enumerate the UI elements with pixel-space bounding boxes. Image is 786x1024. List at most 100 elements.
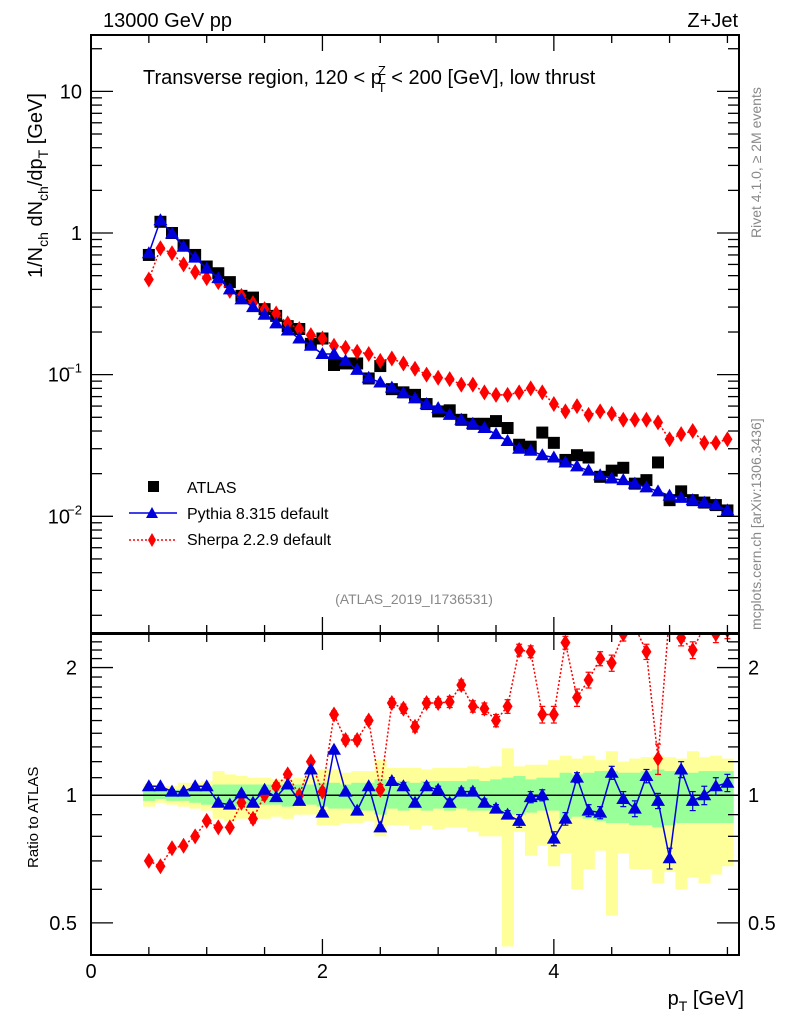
ratio-point-triangle (431, 782, 446, 795)
legend-marker-sherpa (148, 533, 156, 547)
ratio-point-triangle (454, 784, 469, 797)
ratio-point-triangle (222, 797, 237, 810)
data-point-diamond (595, 403, 606, 420)
data-point-triangle (708, 498, 723, 511)
data-point-triangle (500, 434, 515, 447)
data-point-triangle (604, 471, 619, 484)
data-point-diamond (629, 411, 640, 428)
ratio-point-diamond (583, 671, 594, 688)
data-point-triangle (315, 346, 330, 359)
ratio-point-diamond (467, 698, 478, 715)
ratio-point-triangle (604, 765, 619, 778)
ratio-point-diamond (572, 689, 582, 706)
data-point-diamond (178, 256, 189, 273)
ratio-point-triangle (211, 795, 226, 808)
data-point-triangle (685, 493, 700, 506)
ratio-point-triangle (419, 779, 434, 792)
ratio-point-diamond (514, 642, 525, 659)
ratio-axes: 0 2 4 2 2 1 1 0.5 0.5 (49, 634, 776, 983)
ratio-point-diamond (618, 634, 629, 642)
ratio-point-triangle (361, 779, 376, 792)
ratio-point-triangle (512, 813, 527, 826)
ratio-point-diamond (386, 695, 397, 712)
data-point-diamond (479, 384, 490, 401)
x-tick-label: 0 (85, 961, 96, 983)
data-point-triangle (269, 316, 284, 329)
main-y-tick-label: 10 (48, 365, 70, 387)
ratio-y-tick-label: 0.5 (49, 913, 77, 935)
ratio-point-triangle (465, 784, 480, 797)
data-point-triangle (188, 250, 203, 263)
main-y-tick-label: 1 (71, 223, 82, 245)
data-point-square (582, 451, 595, 464)
ratio-point-triangle (373, 820, 388, 833)
main-y-axis-label: 1/Nch dNch/dpT [GeV] (25, 93, 51, 278)
legend-marker-pythia (146, 507, 158, 518)
ratio-point-diamond (352, 731, 363, 748)
data-point-square (328, 358, 340, 371)
data-point-triangle (535, 448, 550, 461)
data-point-triangle (616, 473, 631, 486)
data-point-triangle (257, 307, 272, 320)
ratio-point-triangle (396, 779, 411, 792)
data-point-triangle (674, 490, 689, 503)
ratio-point-triangle (558, 811, 573, 824)
data-point-square (547, 436, 560, 449)
ratio-point-diamond (525, 643, 536, 660)
data-point-triangle (408, 391, 422, 404)
legend: ATLAS Pythia 8.315 default Sherpa 2.2.9 … (129, 480, 332, 549)
ratio-series-group (141, 634, 735, 875)
data-point-triangle (662, 488, 677, 501)
stat-band-bin (663, 771, 676, 826)
x-axis-label: pT [GeV] (668, 988, 744, 1014)
ratio-point-diamond (595, 650, 606, 667)
data-point-diamond (143, 271, 154, 288)
ratio-point-diamond (410, 718, 420, 735)
data-point-triangle (234, 292, 249, 305)
data-point-diamond (699, 434, 710, 451)
mcplots-label: mcplots.cern.ch [arXiv:1306.3436] (748, 418, 764, 630)
ratio-point-triangle (165, 784, 179, 797)
ratio-point-triangle (188, 779, 203, 792)
ratio-point-triangle (639, 769, 654, 782)
ratio-data-layer (91, 634, 739, 947)
ratio-y-tick-label-right: 0.5 (748, 913, 776, 935)
ratio-point-triangle (685, 793, 700, 806)
legend-label-atlas: ATLAS (187, 480, 237, 497)
data-point-square (490, 415, 502, 428)
ratio-point-diamond (710, 634, 721, 642)
stat-band-bin (629, 772, 642, 826)
ratio-point-diamond (305, 753, 316, 770)
data-point-triangle (373, 375, 388, 388)
data-point-triangle (338, 353, 353, 366)
data-point-diamond (294, 321, 305, 338)
data-point-triangle (327, 346, 341, 359)
ratio-point-diamond (398, 700, 409, 717)
data-point-diamond (583, 406, 594, 423)
ratio-point-triangle (616, 791, 631, 804)
data-point-square (536, 426, 549, 439)
data-point-diamond (386, 350, 397, 367)
legend-label-pythia: Pythia 8.315 default (187, 506, 329, 523)
data-point-triangle (246, 300, 260, 313)
data-point-diamond (687, 423, 698, 440)
data-point-diamond (606, 405, 617, 422)
ratio-point-triangle (292, 793, 307, 806)
data-point-square (501, 422, 514, 435)
data-point-triangle (211, 271, 226, 284)
ratio-point-diamond (143, 852, 154, 869)
data-point-diamond (201, 270, 212, 287)
data-point-diamond (155, 240, 166, 257)
main-y-tick-exponent: −1 (67, 361, 82, 376)
data-point-diamond (410, 360, 420, 377)
data-point-diamond (421, 366, 432, 383)
data-point-triangle (141, 246, 156, 259)
ratio-point-triangle (408, 795, 422, 808)
ratio-point-diamond (155, 858, 166, 875)
data-point-diamond (491, 386, 501, 403)
ratio-point-triangle (523, 790, 538, 803)
data-point-triangle (442, 407, 457, 420)
ratio-point-triangle (338, 784, 353, 797)
